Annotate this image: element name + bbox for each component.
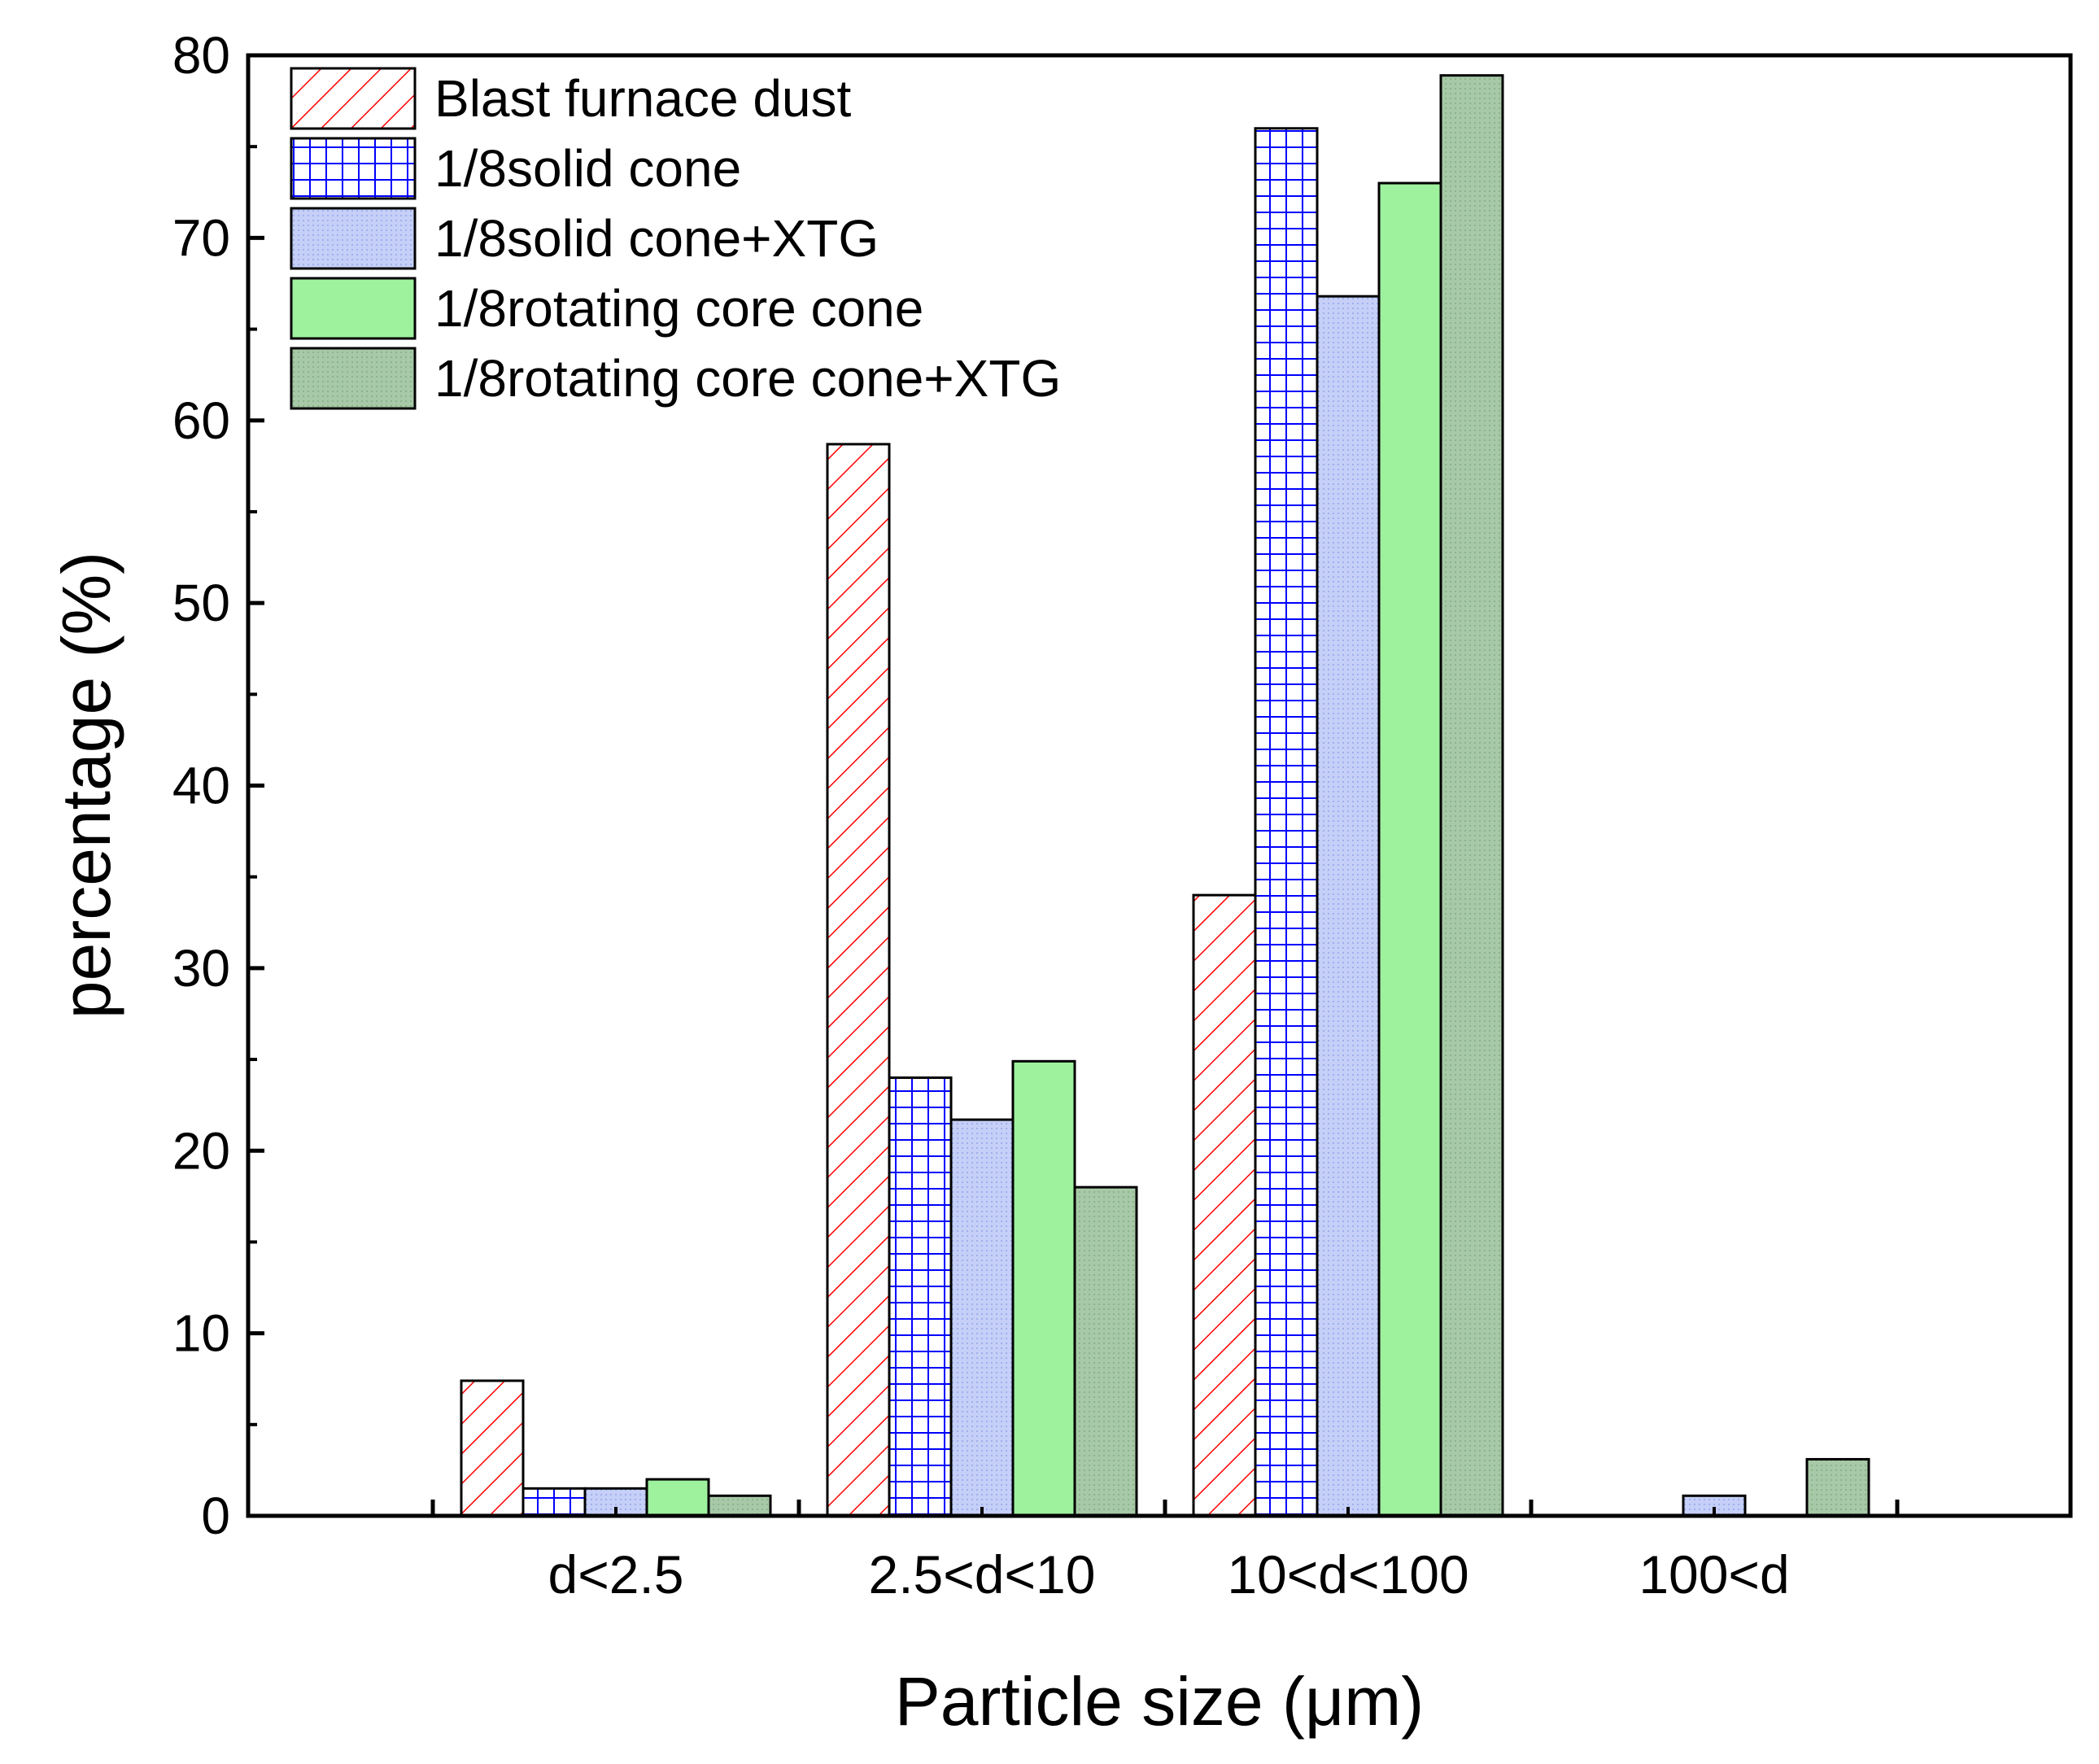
legend-swatch: [290, 277, 417, 340]
y-tick-label: 40: [172, 757, 230, 815]
x-category-label: 2.5<d<10: [869, 1544, 1096, 1605]
bar: [949, 1118, 1015, 1517]
y-tick-label: 0: [201, 1487, 230, 1545]
bar: [645, 1478, 710, 1517]
y-tick-label: 70: [172, 208, 230, 267]
legend-label: 1/8rotating core cone: [434, 279, 923, 338]
bar: [1316, 295, 1381, 1517]
x-axis-title: Particle size (μm): [895, 1663, 1424, 1740]
legend-swatch: [290, 67, 417, 130]
legend-swatch: [290, 137, 417, 200]
bar: [1254, 127, 1319, 1517]
bar: [888, 1076, 953, 1517]
y-tick-label: 50: [172, 574, 230, 632]
y-tick-label: 30: [172, 939, 230, 998]
bar: [1011, 1059, 1076, 1517]
y-tick-label: 80: [172, 26, 230, 85]
legend-label: 1/8solid cone+XTG: [434, 209, 879, 268]
legend-label: 1/8solid cone: [434, 139, 741, 198]
legend-swatch: [290, 207, 417, 270]
bar: [521, 1487, 587, 1517]
bar: [1439, 74, 1504, 1517]
y-axis-title: percentage (%): [48, 552, 124, 1019]
x-category-label: 10<d<100: [1227, 1544, 1468, 1605]
bar: [1805, 1457, 1870, 1517]
bar: [460, 1379, 525, 1517]
bar: [826, 443, 891, 1517]
y-tick-label: 10: [172, 1304, 230, 1363]
x-axis: d<2.5 2.5<d<10 10<d<100 100<d: [430, 1500, 1900, 1605]
bar: [707, 1494, 772, 1517]
y-tick-label: 60: [172, 391, 230, 450]
legend: Blast furnace dust 1/8solid cone 1/8solid …: [290, 67, 1061, 410]
y-tick-label: 20: [172, 1121, 230, 1180]
bar: [1192, 893, 1257, 1517]
plot-frame: [246, 53, 2073, 1518]
x-category-label: 100<d: [1639, 1544, 1789, 1605]
legend-label: Blast furnace dust: [434, 69, 852, 128]
x-category-label: d<2.5: [548, 1544, 684, 1605]
y-axis: 0 10 20 30 40 50 60 70 80: [172, 26, 264, 1545]
bar: [1073, 1185, 1138, 1517]
legend-label: 1/8rotating core cone+XTG: [434, 349, 1061, 408]
legend-swatch: [290, 347, 417, 410]
bar: [1377, 181, 1442, 1517]
